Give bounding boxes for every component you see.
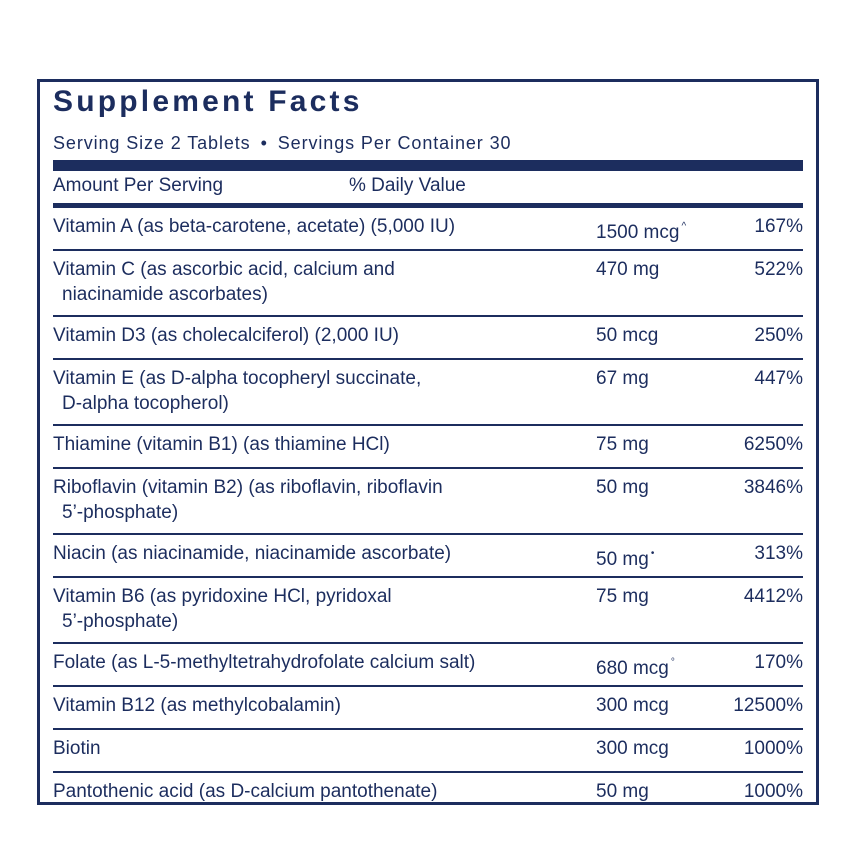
thick-divider — [53, 160, 803, 171]
serving-info: Serving Size 2 Tablets • Servings Per Cont… — [53, 133, 511, 154]
daily-value-percent: 1000% — [743, 781, 803, 802]
table-row: Vitamin A (as beta-carotene, acetate) (5… — [53, 208, 803, 251]
table-row: Vitamin B12 (as methylcobalamin) 300 mcg… — [53, 687, 803, 730]
daily-value-percent: 12500% — [733, 695, 803, 716]
nutrient-name: Folate (as L-5-methyltetrahydrofolate ca… — [53, 652, 476, 673]
table-row: Vitamin B6 (as pyridoxine HCl, pyridoxal… — [53, 578, 803, 644]
nutrient-name: Riboflavin (vitamin B2) (as riboflavin, … — [53, 477, 443, 523]
supplement-facts-panel: Supplement Facts Serving Size 2 Tablets •… — [37, 79, 819, 805]
table-row: Vitamin E (as D-alpha tocopheryl succina… — [53, 360, 803, 426]
daily-value-percent: 167% — [754, 216, 803, 237]
nutrient-amount: 50 mg • — [596, 548, 655, 570]
amount-per-serving-label: Amount Per Serving — [53, 175, 224, 196]
nutrient-amount: 300 mcg — [596, 695, 669, 716]
daily-value-percent: 4412% — [743, 586, 803, 607]
nutrient-amount: 300 mcg — [596, 738, 669, 759]
table-row: Biotin 300 mcg 1000% — [53, 730, 803, 773]
servings-per-container: Servings Per Container 30 — [277, 133, 512, 153]
nutrient-amount: 470 mg — [596, 259, 660, 280]
nutrient-amount: 1500 mcg ^ — [596, 221, 687, 243]
nutrient-name: Vitamin D3 (as cholecalciferol) (2,000 I… — [53, 325, 400, 346]
nutrient-name: Biotin — [53, 738, 101, 759]
footnote-mark: • — [650, 548, 655, 559]
daily-value-percent: 3846% — [743, 477, 803, 498]
table-row: Pantothenic acid (as D-calcium pantothen… — [53, 773, 803, 816]
nutrient-amount: 75 mg — [596, 586, 649, 607]
nutrient-name: Vitamin A (as beta-carotene, acetate) (5… — [53, 216, 456, 237]
nutrient-amount: 67 mg — [596, 368, 649, 389]
daily-value-percent: 447% — [754, 368, 803, 389]
nutrient-amount: 50 mg — [596, 477, 649, 498]
nutrient-name: Vitamin B6 (as pyridoxine HCl, pyridoxal… — [53, 586, 392, 632]
serving-separator: • — [260, 133, 268, 153]
daily-value-percent: 6250% — [743, 434, 803, 455]
daily-value-percent: 170% — [754, 652, 803, 673]
daily-value-percent: 522% — [754, 259, 803, 280]
panel-title: Supplement Facts — [53, 85, 363, 118]
nutrient-amount: 75 mg — [596, 434, 649, 455]
footnote-mark: ^ — [681, 221, 687, 232]
nutrient-name: Thiamine (vitamin B1) (as thiamine HCl) — [53, 434, 390, 455]
nutrient-amount: 50 mcg — [596, 325, 659, 346]
table-row: Riboflavin (vitamin B2) (as riboflavin, … — [53, 469, 803, 535]
daily-value-percent: 1000% — [743, 738, 803, 759]
nutrient-name: Niacin (as niacinamide, niacinamide asco… — [53, 543, 452, 564]
nutrient-name: Pantothenic acid (as D-calcium pantothen… — [53, 781, 438, 802]
table-header: Amount Per Serving % Daily Value — [53, 175, 466, 197]
nutrient-name: Vitamin C (as ascorbic acid, calcium and… — [53, 259, 395, 305]
table-row: Vitamin C (as ascorbic acid, calcium and… — [53, 251, 803, 317]
daily-value-label: % Daily Value — [349, 175, 466, 196]
medium-divider — [53, 203, 803, 208]
table-row: Thiamine (vitamin B1) (as thiamine HCl) … — [53, 426, 803, 469]
daily-value-percent: 313% — [754, 543, 803, 564]
nutrient-table: Vitamin A (as beta-carotene, acetate) (5… — [53, 208, 803, 816]
nutrient-amount: 680 mcg ° — [596, 657, 675, 679]
nutrient-amount: 50 mg — [596, 781, 649, 802]
daily-value-percent: 250% — [754, 325, 803, 346]
table-row: Niacin (as niacinamide, niacinamide asco… — [53, 535, 803, 578]
serving-size: Serving Size 2 Tablets — [53, 133, 251, 153]
footnote-mark: ° — [670, 657, 675, 668]
nutrient-name: Vitamin B12 (as methylcobalamin) — [53, 695, 341, 716]
nutrient-name: Vitamin E (as D-alpha tocopheryl succina… — [53, 368, 422, 414]
table-row: Vitamin D3 (as cholecalciferol) (2,000 I… — [53, 317, 803, 360]
table-row: Folate (as L-5-methyltetrahydrofolate ca… — [53, 644, 803, 687]
